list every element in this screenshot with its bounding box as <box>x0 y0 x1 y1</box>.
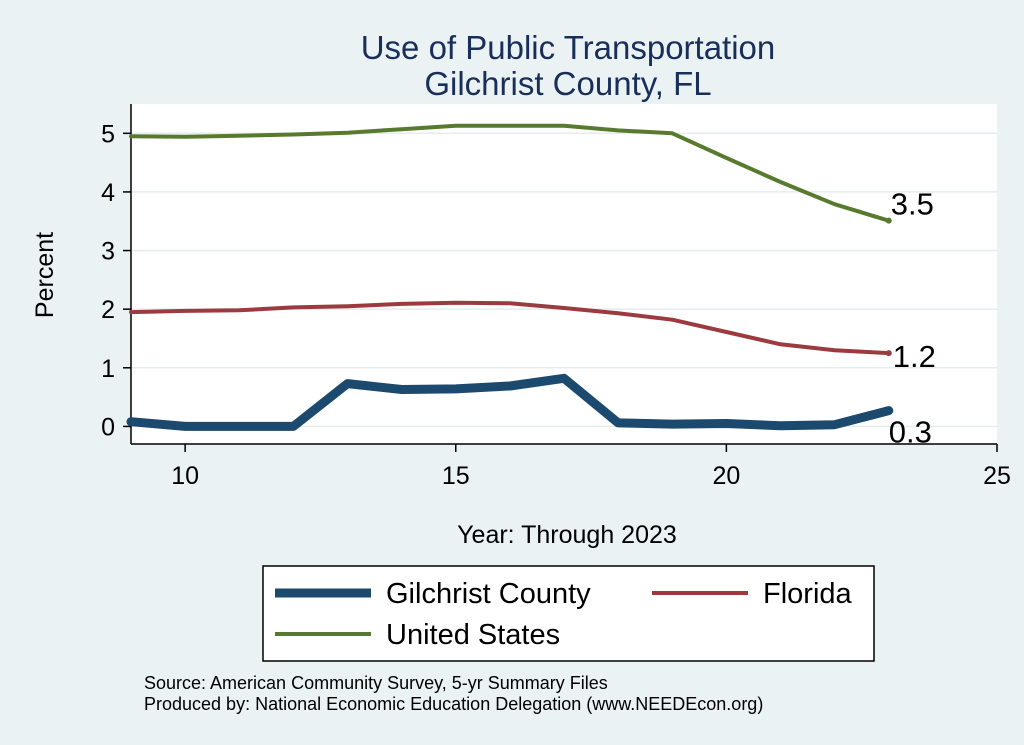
end-label-gilchrist-county: 0.3 <box>889 415 932 450</box>
x-tick-label-10: 10 <box>171 462 199 490</box>
y-axis-title: Percent <box>31 232 59 318</box>
end-point-florida <box>885 350 892 357</box>
y-tick-label-5: 5 <box>101 120 115 148</box>
x-tick-label-25: 25 <box>983 462 1011 490</box>
x-tick-label-15: 15 <box>442 462 470 490</box>
y-tick-label-2: 2 <box>101 296 115 324</box>
x-tick-label-20: 20 <box>712 462 740 490</box>
legend-label-united-states: United States <box>386 619 560 651</box>
end-labels: 0.3 1.2 3.5 <box>889 187 936 450</box>
end-point-united-states <box>885 217 892 224</box>
legend-label-florida: Florida <box>763 578 853 610</box>
chart-title: Use of Public Transportation <box>361 29 776 66</box>
legend: Gilchrist County Florida United States <box>262 565 875 662</box>
end-point-gilchrist-county <box>885 407 892 414</box>
producer-note: Produced by: National Economic Education… <box>144 694 763 714</box>
series-line-united-states <box>129 123 891 223</box>
y-tick-label-0: 0 <box>101 413 115 441</box>
x-axis-title: Year: Through 2023 <box>457 521 677 549</box>
tick-labels: 0 1 2 3 4 5 10 15 20 25 <box>101 120 1011 490</box>
y-tick-label-1: 1 <box>101 355 115 383</box>
y-tick-label-4: 4 <box>101 179 115 207</box>
series-line-gilchrist-county <box>126 373 894 431</box>
source-note: Source: American Community Survey, 5-yr … <box>144 673 608 693</box>
series-line-florida <box>129 300 891 356</box>
chart-subtitle: Gilchrist County, FL <box>424 65 711 102</box>
legend-label-gilchrist-county: Gilchrist County <box>386 578 591 610</box>
y-tick-label-3: 3 <box>101 238 115 266</box>
legend-box <box>262 565 875 662</box>
plot-area <box>131 104 997 444</box>
axes <box>123 104 998 452</box>
end-label-florida: 1.2 <box>893 339 936 374</box>
end-label-united-states: 3.5 <box>891 187 934 222</box>
series-lines <box>126 123 894 431</box>
